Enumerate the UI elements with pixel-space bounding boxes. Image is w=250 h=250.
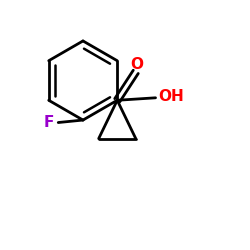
Text: OH: OH (159, 89, 184, 104)
Text: O: O (130, 58, 143, 72)
Text: F: F (44, 115, 54, 130)
